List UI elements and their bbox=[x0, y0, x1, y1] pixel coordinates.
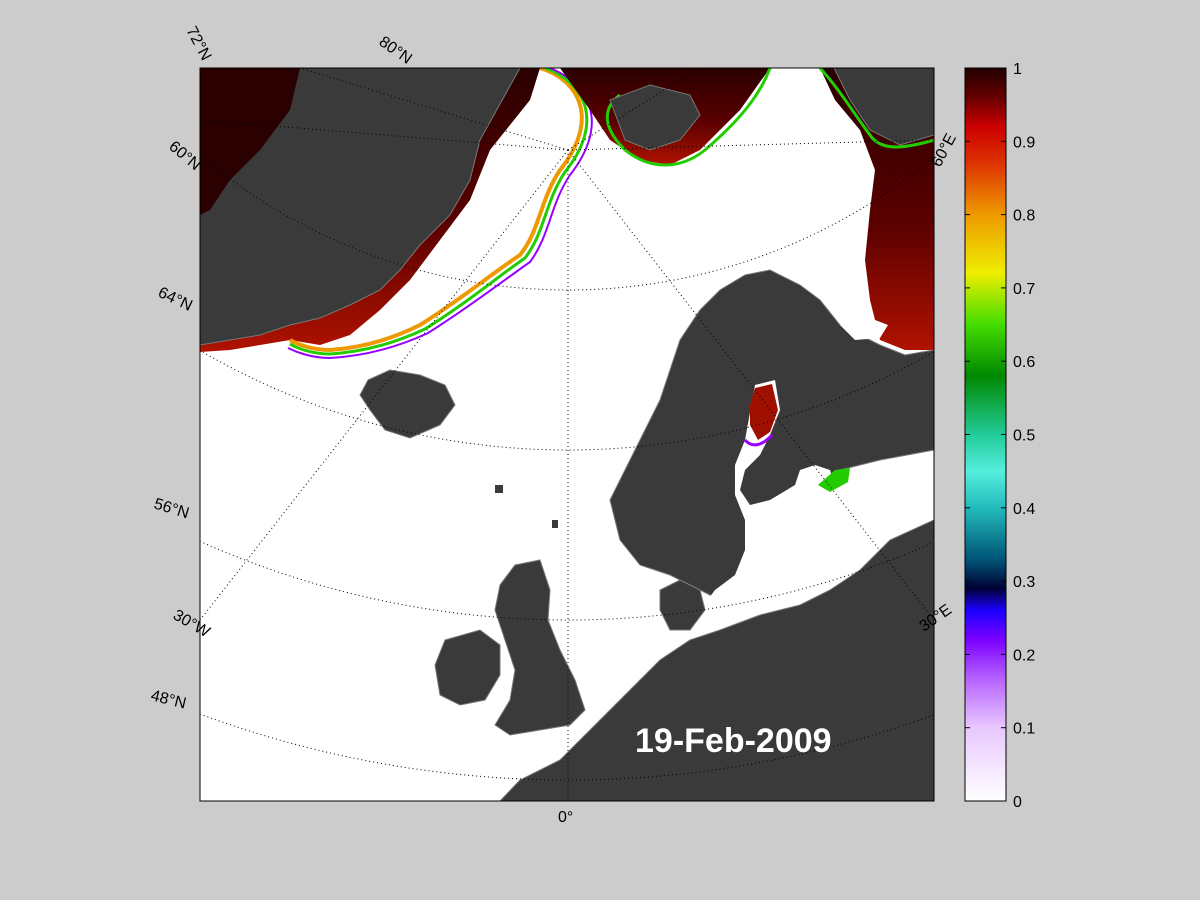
colorbar-tick-label: 1 bbox=[1013, 61, 1022, 78]
gulf-of-bothnia bbox=[700, 380, 835, 625]
colorbar-tick-label: 0.9 bbox=[1013, 134, 1035, 151]
ne-land bbox=[833, 68, 934, 146]
lat-label-72n: 72°N bbox=[182, 24, 214, 64]
bothnia-ice bbox=[750, 384, 778, 440]
lon-label-0: 0° bbox=[558, 809, 573, 826]
map-frame bbox=[199, 67, 935, 802]
lat-label-64n: 64°N bbox=[155, 284, 195, 315]
ireland-land bbox=[434, 629, 501, 706]
colorbar-tick-label: 0.4 bbox=[1013, 501, 1035, 518]
ice-edge-greenland-purple bbox=[287, 68, 593, 360]
colorbar-tick-label: 0.7 bbox=[1013, 281, 1035, 298]
colorbar-ticks: 1 0.9 0.8 0.7 0.6 0.5 0.4 0.3 0.2 0.1 0 bbox=[965, 61, 1035, 811]
white-sea bbox=[840, 318, 888, 340]
bothnia-ice-edge bbox=[743, 433, 774, 447]
colorbar-tick-label: 0.1 bbox=[1013, 721, 1035, 738]
map-panel: 19-Feb-2009 bbox=[199, 67, 935, 802]
europe-land bbox=[499, 450, 934, 801]
colorbar-tick-label: 0.8 bbox=[1013, 208, 1035, 225]
shetland-islands bbox=[552, 520, 558, 528]
lat-label-56n: 56°N bbox=[152, 496, 191, 523]
ice-edge-greenland-outer bbox=[289, 68, 589, 356]
denmark-land bbox=[659, 579, 706, 631]
iceland-land bbox=[359, 369, 456, 439]
colorbar-gradient bbox=[964, 67, 1007, 802]
gulf-finland-ice bbox=[818, 468, 850, 492]
svalbard-land bbox=[609, 84, 701, 151]
ne-ice-edge bbox=[818, 68, 934, 149]
colorbar-tick-label: 0.5 bbox=[1013, 428, 1035, 445]
date-label: 19-Feb-2009 bbox=[635, 722, 832, 760]
ice-nw-corner bbox=[200, 68, 300, 215]
graticule bbox=[200, 68, 934, 801]
lat-label-48n: 48°N bbox=[149, 687, 188, 712]
colorbar: 1 0.9 0.8 0.7 0.6 0.5 0.4 0.3 0.2 0.1 0 bbox=[964, 61, 1035, 811]
colorbar-tick-label: 0.2 bbox=[1013, 647, 1035, 664]
greenland-land bbox=[200, 68, 521, 346]
lat-label-60n: 60°N bbox=[165, 138, 203, 174]
colorbar-tick-label: 0.6 bbox=[1013, 354, 1035, 371]
great-britain-land bbox=[494, 559, 586, 736]
svalbard-ice-edge bbox=[605, 68, 772, 167]
ice-edge-greenland bbox=[288, 68, 584, 353]
colorbar-tick-label: 0.3 bbox=[1013, 574, 1035, 591]
lat-label-80n: 80°N bbox=[376, 33, 415, 67]
faroe-islands bbox=[495, 485, 503, 493]
colorbar-tick-label: 0 bbox=[1013, 794, 1022, 811]
